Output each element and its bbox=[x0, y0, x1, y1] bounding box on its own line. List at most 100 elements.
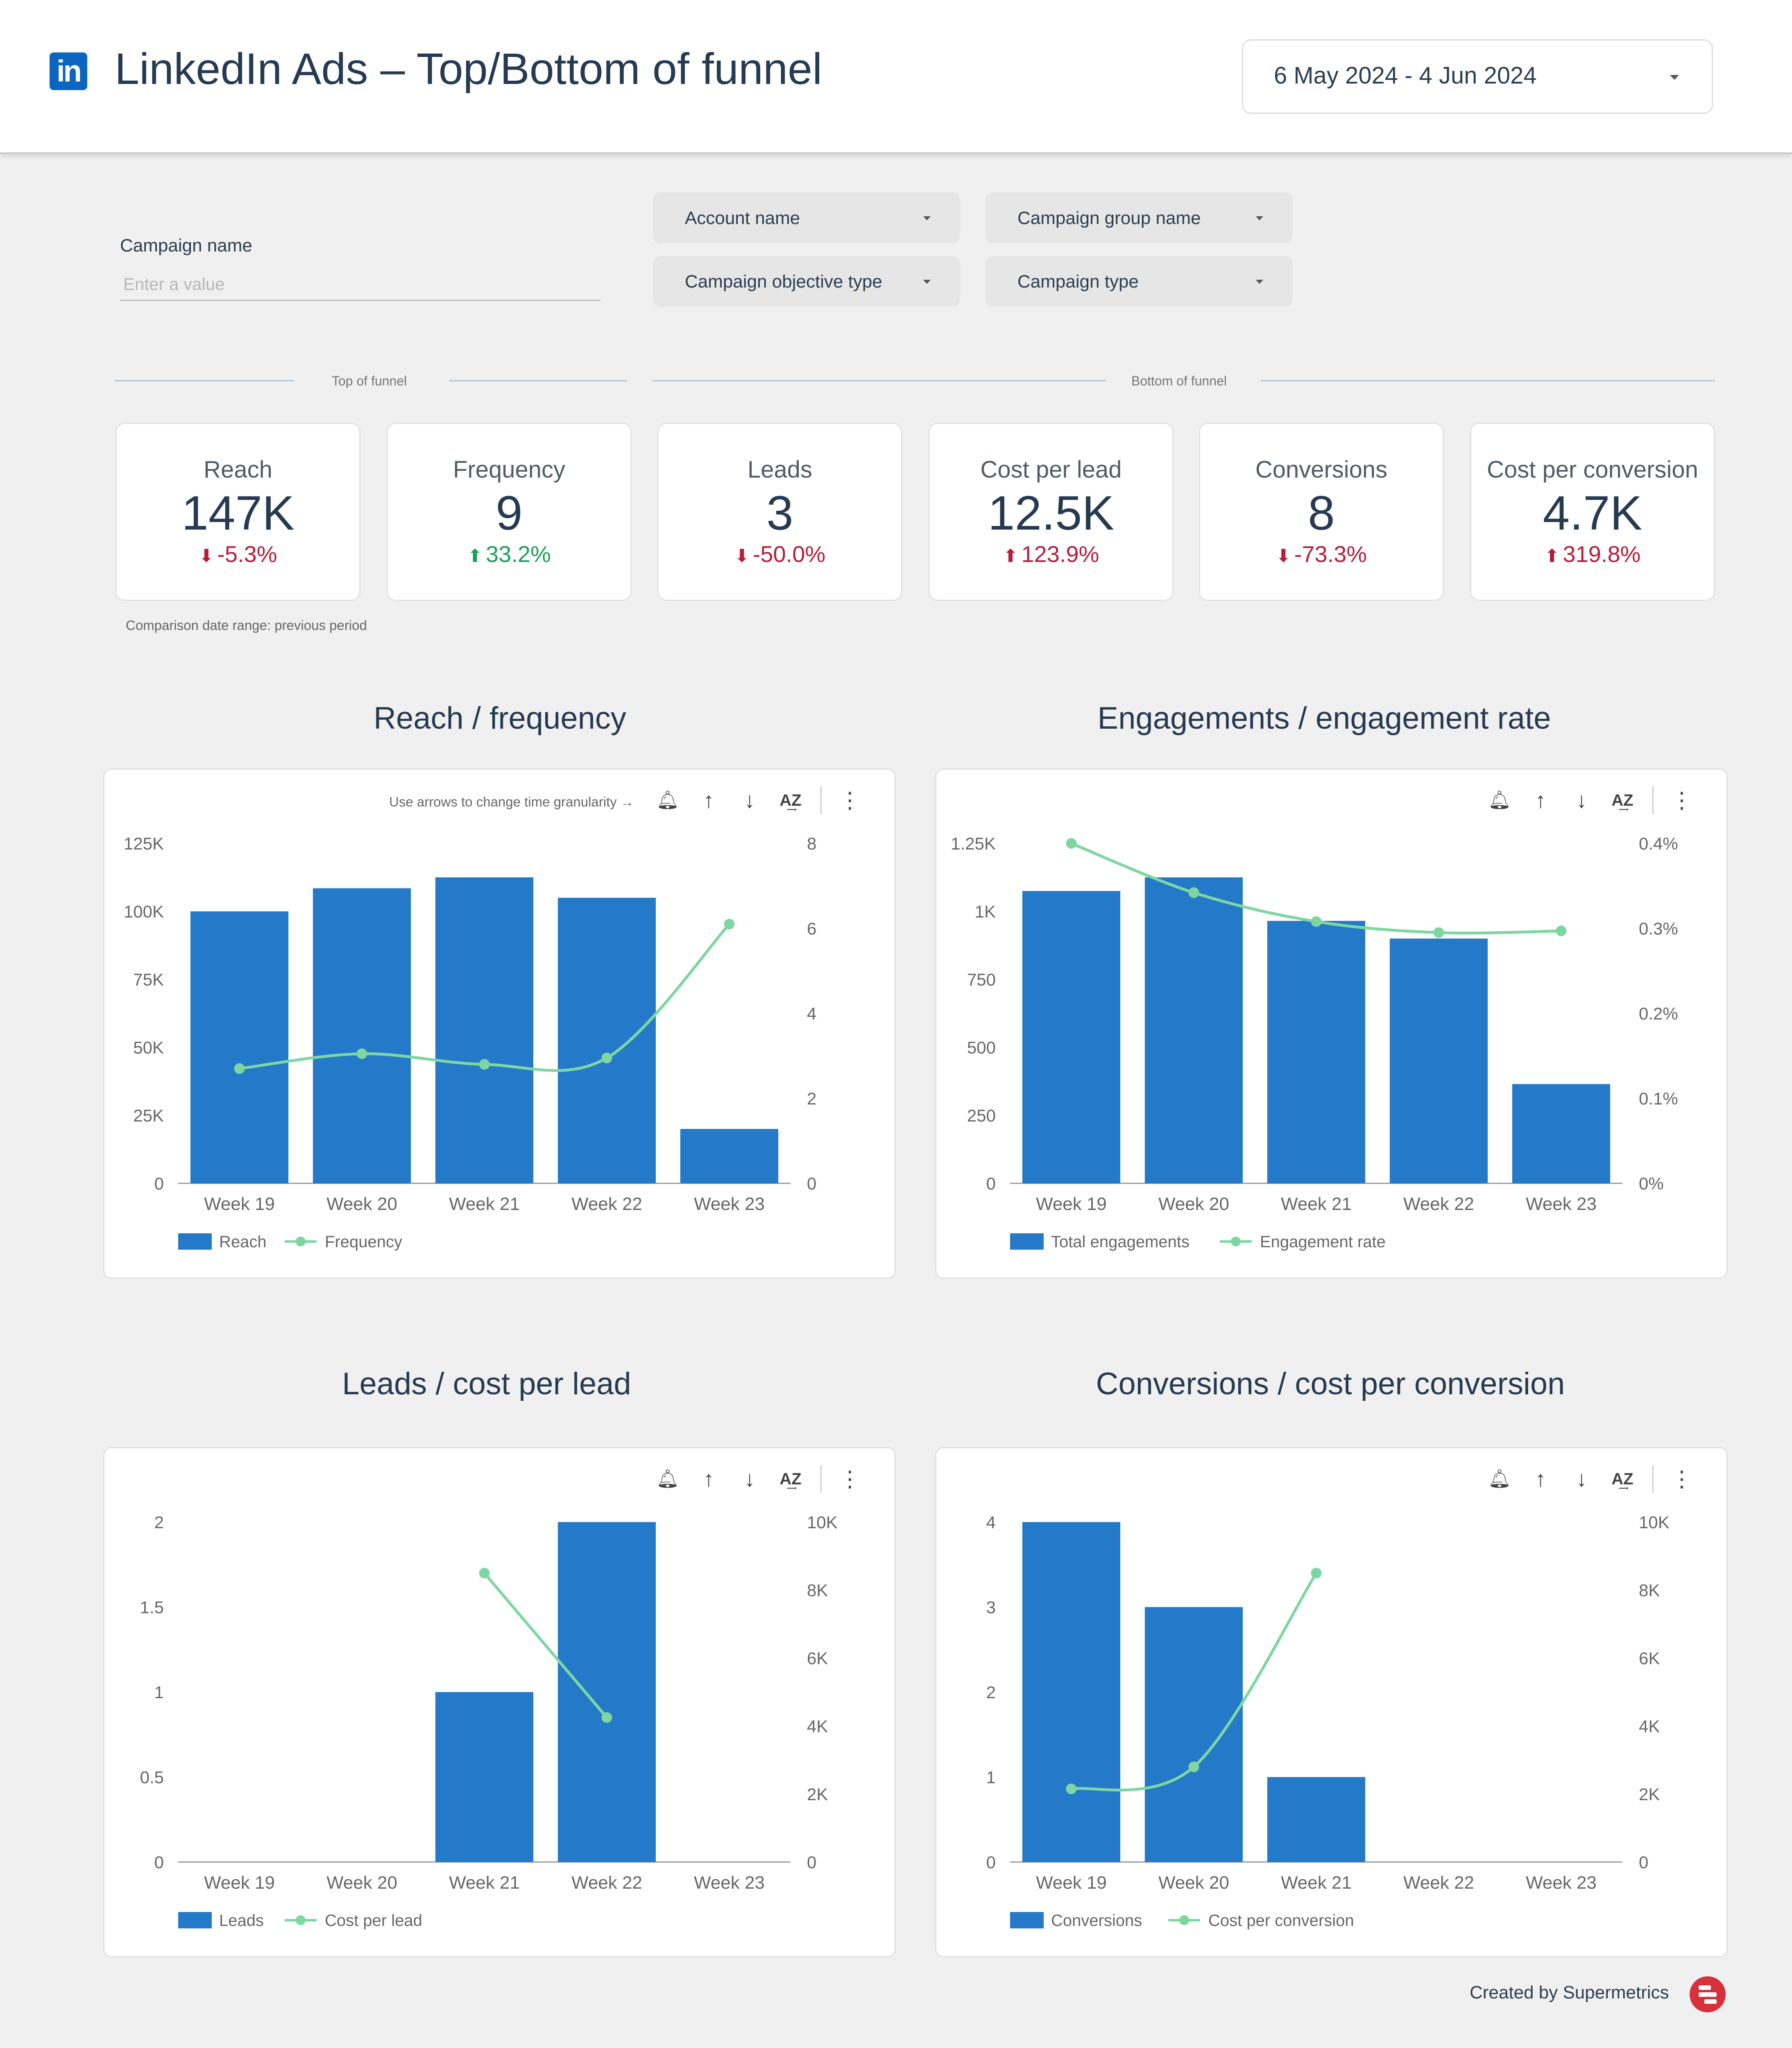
kpi-delta-value: 319.8% bbox=[1563, 541, 1641, 567]
chart-panel-engagements: 🔔︎ ↑ ↓ A͢Z ⋮ 0 250 500 750 1K 1.25K 0% 0.1% 0.2% 0.3%… bbox=[935, 768, 1728, 1279]
kpi-delta-value: -50.0% bbox=[752, 541, 826, 567]
bar-week-22[interactable] bbox=[557, 897, 656, 1183]
bar-week-23[interactable] bbox=[680, 1129, 779, 1183]
bar-week-21[interactable] bbox=[435, 1692, 534, 1862]
kpi-card-leads: Leads 3 ⬇ -50.0% bbox=[657, 423, 902, 601]
line-point[interactable] bbox=[1311, 916, 1322, 927]
chart-svg: 0 25K 50K 75K 100K 125K 0 2 4 6 8 Week 19 Week 20 Wee… bbox=[124, 834, 816, 1251]
bar-week-21[interactable] bbox=[1267, 921, 1366, 1183]
y-left-tick-label: 0 bbox=[154, 1853, 164, 1872]
campaign-name-label: Campaign name bbox=[120, 236, 252, 256]
line-point[interactable] bbox=[1066, 1783, 1077, 1794]
legend-line-marker bbox=[296, 1237, 306, 1246]
x-tick-label: Week 20 bbox=[326, 1194, 397, 1214]
y-right-tick-label: 0% bbox=[1639, 1174, 1664, 1193]
y-right-tick-label: 2K bbox=[1639, 1785, 1660, 1804]
line-point[interactable] bbox=[1188, 887, 1199, 898]
chart-toolbar: 🔔︎ ↑ ↓ A͢Z ⋮ bbox=[1477, 1461, 1700, 1497]
line-point[interactable] bbox=[601, 1052, 612, 1063]
x-tick-label: Week 22 bbox=[571, 1194, 642, 1214]
x-tick-label: Week 19 bbox=[1036, 1873, 1107, 1893]
more-vert-icon[interactable]: ⋮ bbox=[1671, 788, 1693, 813]
kpi-value: 8 bbox=[1308, 486, 1335, 540]
kpi-value: 12.5K bbox=[988, 486, 1115, 540]
line-point[interactable] bbox=[479, 1059, 490, 1070]
x-tick-label: Week 20 bbox=[326, 1873, 397, 1893]
arrow-down-icon[interactable]: ↓ bbox=[744, 788, 755, 813]
chart-toolbar: 🔔︎ ↑ ↓ A͢Z ⋮ bbox=[1477, 782, 1700, 819]
legend-bar-swatch bbox=[1010, 1233, 1044, 1250]
y-left-tick-label: 0 bbox=[986, 1174, 996, 1193]
line-point[interactable] bbox=[234, 1063, 245, 1074]
arrow-up-icon[interactable]: ↑ bbox=[703, 788, 714, 813]
bar-week-21[interactable] bbox=[435, 877, 534, 1183]
page-header: in LinkedIn Ads – Top/Bottom of funnel 6… bbox=[0, 0, 1792, 154]
line-point[interactable] bbox=[1188, 1761, 1199, 1772]
campaign-name-input[interactable] bbox=[120, 268, 600, 301]
alert-bell-icon[interactable]: 🔔︎ bbox=[1488, 1469, 1511, 1489]
sort-az-icon[interactable]: A͢Z bbox=[779, 1470, 802, 1488]
series-line bbox=[483, 1572, 608, 1719]
date-range-picker[interactable]: 6 May 2024 - 4 Jun 2024 bbox=[1242, 39, 1713, 114]
kpi-card-frequency: Frequency 9 ⬆ 33.2% bbox=[387, 423, 632, 601]
campaign-group-name-dropdown[interactable]: Campaign group name bbox=[985, 193, 1293, 243]
line-point[interactable] bbox=[724, 919, 735, 930]
bar-week-19[interactable] bbox=[1022, 1522, 1121, 1862]
bar-week-20[interactable] bbox=[1144, 1607, 1243, 1862]
line-point[interactable] bbox=[356, 1048, 367, 1059]
y-right-tick-label: 8K bbox=[1639, 1581, 1660, 1600]
bar-week-23[interactable] bbox=[1512, 1084, 1611, 1183]
arrow-up-icon[interactable]: ↑ bbox=[703, 1467, 714, 1491]
account-name-dropdown[interactable]: Account name bbox=[653, 193, 960, 243]
arrow-down-icon: ⬇ bbox=[1275, 546, 1291, 566]
chart-toolbar: 🔔︎ ↑ ↓ A͢Z ⋮ bbox=[645, 782, 868, 819]
sort-az-icon[interactable]: A͢Z bbox=[1611, 791, 1633, 809]
kpi-delta-value: -73.3% bbox=[1294, 541, 1367, 567]
kpi-delta: ⬆ 123.9% bbox=[930, 541, 1172, 567]
supermetrics-logo-icon[interactable] bbox=[1690, 1976, 1726, 2012]
arrow-down-icon[interactable]: ↓ bbox=[1576, 1467, 1587, 1491]
bar-week-19[interactable] bbox=[190, 911, 289, 1183]
more-vert-icon[interactable]: ⋮ bbox=[839, 788, 861, 813]
y-right-tick-label: 4 bbox=[807, 1004, 816, 1023]
more-vert-icon[interactable]: ⋮ bbox=[1671, 1467, 1693, 1491]
sort-az-icon[interactable]: A͢Z bbox=[779, 791, 802, 809]
bar-week-22[interactable] bbox=[1389, 938, 1488, 1183]
campaign-objective-type-dropdown[interactable]: Campaign objective type bbox=[653, 256, 960, 307]
arrow-up-icon[interactable]: ↑ bbox=[1535, 1467, 1546, 1491]
kpi-value: 4.7K bbox=[1543, 486, 1642, 540]
bar-week-20[interactable] bbox=[313, 888, 411, 1183]
divider-line bbox=[115, 380, 294, 381]
line-point[interactable] bbox=[1433, 927, 1444, 938]
chart-svg: 0 250 500 750 1K 1.25K 0% 0.1% 0.2% 0.3% 0.4% Week … bbox=[951, 834, 1678, 1251]
chart-svg: 0 0.5 1 1.5 2 0 2K 4K 6K 8K 10K Week 19 Week 20 Week … bbox=[140, 1513, 838, 1930]
sort-az-icon[interactable]: A͢Z bbox=[1611, 1470, 1633, 1488]
created-by-text: Created by Supermetrics bbox=[1470, 1982, 1669, 2003]
campaign-type-dropdown[interactable]: Campaign type bbox=[985, 256, 1293, 307]
bar-week-22[interactable] bbox=[557, 1522, 656, 1862]
line-point[interactable] bbox=[1311, 1568, 1322, 1579]
bar-week-19[interactable] bbox=[1022, 891, 1121, 1183]
kpi-label: Cost per conversion bbox=[1487, 456, 1698, 483]
kpi-delta-value: -5.3% bbox=[217, 541, 277, 567]
line-point[interactable] bbox=[601, 1712, 612, 1723]
alert-bell-icon[interactable]: 🔔︎ bbox=[656, 790, 679, 810]
x-tick-label: Week 23 bbox=[1526, 1194, 1597, 1214]
line-point[interactable] bbox=[479, 1568, 490, 1579]
chart-title-engagements: Engagements / engagement rate bbox=[1097, 701, 1551, 736]
bar-week-20[interactable] bbox=[1144, 877, 1243, 1183]
x-tick-label: Week 23 bbox=[694, 1194, 765, 1214]
x-tick-label: Week 21 bbox=[449, 1873, 520, 1893]
line-point[interactable] bbox=[1556, 925, 1567, 936]
bar-week-21[interactable] bbox=[1267, 1777, 1366, 1862]
alert-bell-icon[interactable]: 🔔︎ bbox=[1488, 790, 1511, 810]
arrow-down-icon[interactable]: ↓ bbox=[1576, 788, 1587, 813]
y-left-tick-label: 1K bbox=[975, 902, 996, 921]
x-tick-label: Week 20 bbox=[1158, 1873, 1229, 1893]
x-tick-label: Week 22 bbox=[571, 1873, 642, 1893]
alert-bell-icon[interactable]: 🔔︎ bbox=[656, 1469, 679, 1489]
more-vert-icon[interactable]: ⋮ bbox=[839, 1467, 861, 1491]
arrow-up-icon[interactable]: ↑ bbox=[1535, 788, 1546, 813]
arrow-down-icon[interactable]: ↓ bbox=[744, 1467, 755, 1491]
line-point[interactable] bbox=[1066, 838, 1077, 849]
